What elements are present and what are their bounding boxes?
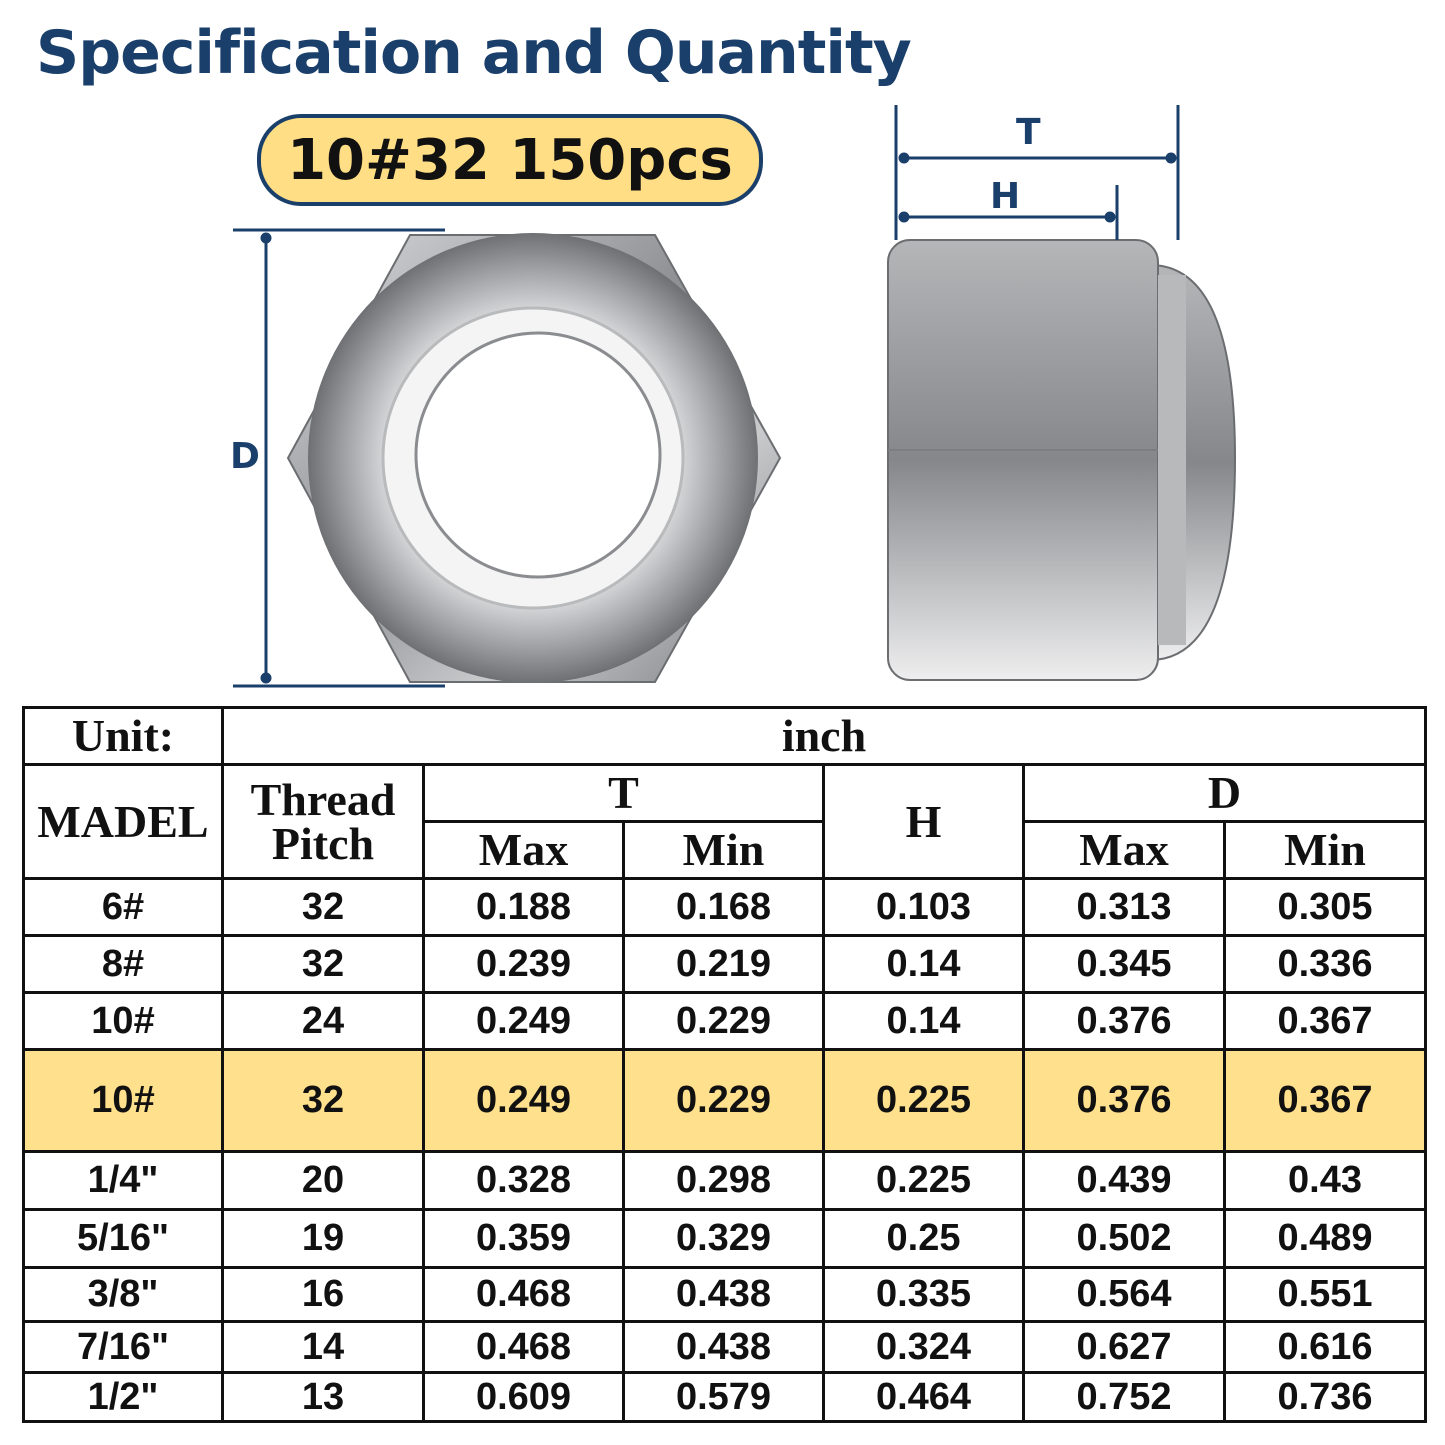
- header-thread-line1: Thread: [250, 773, 396, 825]
- table-cell: 0.609: [422, 1371, 625, 1423]
- nut-illustration: [233, 105, 1237, 688]
- quantity-badge: 10#32 150pcs: [257, 114, 763, 206]
- table-cell: 7/16": [22, 1320, 224, 1374]
- hex-nut-front-view: [286, 233, 782, 683]
- unit-label: Unit:: [22, 706, 224, 766]
- table-cell: 0.336: [1223, 934, 1427, 994]
- table-cell: 0.103: [822, 877, 1025, 937]
- table-cell: 0.188: [422, 877, 625, 937]
- table-cell: 13: [221, 1371, 425, 1423]
- table-cell: 10#: [22, 991, 224, 1051]
- table-cell: 0.367: [1223, 991, 1427, 1051]
- table-cell: 0.229: [622, 991, 825, 1051]
- table-cell: 20: [221, 1150, 425, 1211]
- table-cell: 0.564: [1022, 1266, 1226, 1323]
- table-cell: 0.249: [422, 1048, 625, 1153]
- header-t-max: Max: [422, 820, 625, 880]
- subheader-row: Max Min Max Min: [24, 820, 1427, 880]
- header-t: T: [422, 763, 825, 823]
- table-cell: 0.736: [1223, 1371, 1427, 1423]
- table-cell: 0.14: [822, 934, 1025, 994]
- hex-nut-side-view: [887, 239, 1237, 681]
- table-cell: 0.219: [622, 934, 825, 994]
- table-cell: 0.328: [422, 1150, 625, 1211]
- table-cell: 19: [221, 1208, 425, 1269]
- table-cell: 1/2": [22, 1371, 224, 1423]
- table-cell: 0.305: [1223, 877, 1427, 937]
- table-cell: 0.335: [822, 1266, 1025, 1323]
- unit-row: Unit: inch: [22, 706, 1427, 766]
- table-cell: 0.239: [422, 934, 625, 994]
- table-cell: 0.376: [1022, 1048, 1226, 1153]
- table-cell: 0.249: [422, 991, 625, 1051]
- header-model: MADEL: [22, 763, 224, 880]
- table-cell: 0.14: [822, 991, 1025, 1051]
- table-cell: 0.468: [422, 1266, 625, 1323]
- header-row: MADEL Thread Pitch T H D: [22, 763, 1427, 880]
- table-cell: 14: [221, 1320, 425, 1374]
- table-row: 1/4" 20 0.328 0.298 0.225 0.439 0.43: [22, 1150, 1427, 1211]
- table-cell: 3/8": [22, 1266, 224, 1323]
- table-cell: 0.579: [622, 1371, 825, 1423]
- table-cell: 6#: [22, 877, 224, 937]
- table-cell: 5/16": [22, 1208, 224, 1269]
- table-cell: 24: [221, 991, 425, 1051]
- table-row: 1/2" 13 0.609 0.579 0.464 0.752 0.736: [22, 1371, 1427, 1423]
- table-cell: 0.438: [622, 1320, 825, 1374]
- table-row: 10# 32 0.249 0.229 0.225 0.376 0.367: [22, 1048, 1427, 1153]
- page-title: Specification and Quantity: [36, 18, 912, 88]
- table-cell: 0.345: [1022, 934, 1226, 994]
- header-d: D: [1022, 763, 1427, 823]
- table-cell: 0.359: [422, 1208, 625, 1269]
- dimension-label-h: H: [990, 176, 1021, 217]
- table-cell: 0.464: [822, 1371, 1025, 1423]
- table-cell: 0.752: [1022, 1371, 1226, 1423]
- table-cell: 8#: [22, 934, 224, 994]
- unit-value: inch: [221, 706, 1427, 766]
- table-row: 7/16" 14 0.468 0.438 0.324 0.627 0.616: [22, 1320, 1427, 1374]
- table-cell: 0.489: [1223, 1208, 1427, 1269]
- table-row: 3/8" 16 0.468 0.438 0.335 0.564 0.551: [22, 1266, 1427, 1323]
- table-cell: 0.324: [822, 1320, 1025, 1374]
- table-cell: 32: [221, 934, 425, 994]
- table-cell: 0.438: [622, 1266, 825, 1323]
- table-cell: 0.225: [822, 1048, 1025, 1153]
- table-row: 5/16" 19 0.359 0.329 0.25 0.502 0.489: [22, 1208, 1427, 1269]
- table-cell: 0.25: [822, 1208, 1025, 1269]
- table-cell: 0.376: [1022, 991, 1226, 1051]
- table-cell: 0.551: [1223, 1266, 1427, 1323]
- table-cell: 0.616: [1223, 1320, 1427, 1374]
- table-cell: 32: [221, 1048, 425, 1153]
- table-cell: 10#: [22, 1048, 224, 1153]
- header-pitch-line2: Pitch: [271, 817, 375, 869]
- header-thread-pitch: Thread Pitch: [221, 763, 425, 880]
- table-cell: 0.225: [822, 1150, 1025, 1211]
- table-cell: 0.627: [1022, 1320, 1226, 1374]
- dimension-label-t: T: [1016, 112, 1041, 153]
- header-d-min: Min: [1223, 820, 1427, 880]
- header-h: H: [822, 763, 1025, 880]
- table-cell: 16: [221, 1266, 425, 1323]
- table-row: 8# 32 0.239 0.219 0.14 0.345 0.336: [22, 934, 1427, 994]
- table-cell: 0.439: [1022, 1150, 1226, 1211]
- table-cell: 1/4": [22, 1150, 224, 1211]
- spec-table: Unit: inch MADEL Thread Pitch T H D Max M…: [22, 706, 1427, 1423]
- table-cell: 0.298: [622, 1150, 825, 1211]
- table-cell: 0.502: [1022, 1208, 1226, 1269]
- table-cell: 0.229: [622, 1048, 825, 1153]
- dimension-lines: [233, 105, 1180, 688]
- table-row: 6# 32 0.188 0.168 0.103 0.313 0.305: [22, 877, 1427, 937]
- table-cell: 0.468: [422, 1320, 625, 1374]
- table-cell: 0.367: [1223, 1048, 1427, 1153]
- table-cell: 0.329: [622, 1208, 825, 1269]
- dimension-label-d: D: [230, 436, 260, 477]
- table-cell: 32: [221, 877, 425, 937]
- table-cell: 0.313: [1022, 877, 1226, 937]
- header-d-max: Max: [1022, 820, 1226, 880]
- table-row: 10# 24 0.249 0.229 0.14 0.376 0.367: [22, 991, 1427, 1051]
- header-t-min: Min: [622, 820, 825, 880]
- table-cell: 0.168: [622, 877, 825, 937]
- table-cell: 0.43: [1223, 1150, 1427, 1211]
